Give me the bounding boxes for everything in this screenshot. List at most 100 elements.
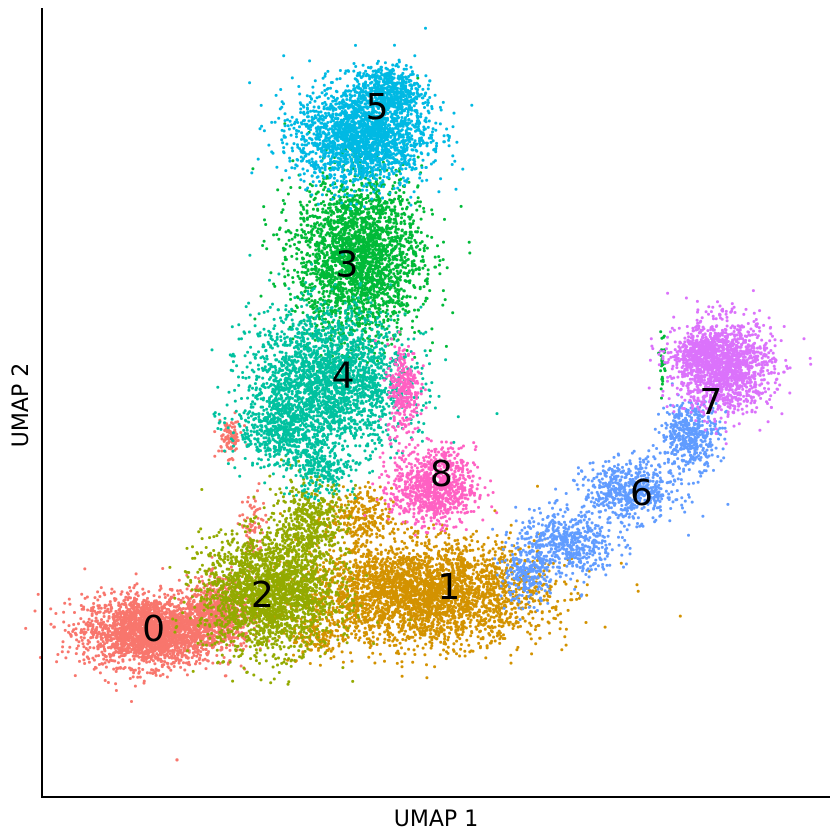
cell-point (115, 650, 119, 654)
cell-point (135, 602, 139, 606)
cell-point (585, 593, 589, 597)
cell-point (96, 640, 100, 644)
cell-point (361, 590, 365, 594)
cell-point (68, 645, 72, 649)
cell-point (75, 647, 79, 650)
cell-point (105, 636, 109, 640)
cell-point (116, 618, 119, 622)
cell-point (471, 572, 475, 576)
cell-point (91, 635, 95, 639)
cell-point (79, 635, 83, 639)
cell-point (101, 628, 105, 632)
cell-point (158, 595, 161, 599)
cell-point (168, 632, 171, 636)
cell-point (178, 606, 181, 610)
cell-point (177, 615, 181, 619)
cell-point (83, 596, 87, 600)
cell-point (250, 506, 254, 510)
cell-point (162, 663, 166, 667)
cell-point (185, 673, 189, 677)
cell-point (395, 638, 399, 642)
cell-point (61, 640, 65, 644)
cell-point (244, 644, 248, 648)
cell-point (393, 566, 397, 569)
cell-point (244, 631, 248, 635)
cell-point (62, 610, 66, 614)
cell-point (530, 652, 534, 656)
cell-point (261, 518, 265, 522)
cell-point (193, 650, 197, 653)
cell-point (527, 612, 531, 616)
cell-point (153, 662, 157, 666)
cell-point (66, 650, 70, 654)
cell-point (179, 644, 183, 648)
cell-point (239, 664, 243, 668)
cell-point (493, 550, 497, 554)
cell-point (257, 482, 261, 486)
cell-point (103, 661, 107, 665)
cell-point (328, 548, 332, 552)
cell-point (119, 654, 123, 658)
cell-point (548, 609, 551, 613)
cell-point (177, 659, 181, 663)
cell-point (195, 610, 199, 614)
cell-point (254, 508, 258, 512)
cell-point (485, 558, 489, 562)
cell-point (481, 548, 485, 552)
cell-point (129, 604, 133, 607)
cell-point (129, 589, 133, 593)
cell-point (186, 662, 190, 666)
cell-point (145, 660, 149, 664)
cell-point (401, 638, 405, 641)
cell-point (178, 634, 182, 638)
cell-point (383, 562, 387, 566)
cell-point (468, 650, 472, 654)
cell-point (80, 628, 83, 632)
cell-point (130, 618, 134, 622)
cell-point (168, 649, 172, 653)
cell-point (383, 659, 386, 663)
cell-point (94, 666, 98, 670)
cell-point (220, 645, 224, 649)
cell-point (110, 591, 113, 595)
cell-point (185, 602, 189, 606)
cell-point (155, 602, 159, 606)
cell-point (192, 628, 196, 632)
cell-point (476, 635, 480, 639)
cell-point (194, 594, 198, 598)
cell-point (434, 632, 438, 636)
cell-point (201, 611, 204, 615)
cell-point (90, 619, 94, 623)
cell-point (176, 649, 180, 653)
cell-point (211, 637, 215, 640)
cell-point (91, 627, 94, 631)
cell-point (158, 674, 162, 678)
cell-point (165, 661, 169, 665)
cell-point (204, 648, 208, 652)
cell-point (221, 433, 225, 437)
cell-point (521, 616, 525, 619)
cell-point (378, 632, 382, 636)
cell-point (96, 647, 100, 651)
cell-point (112, 652, 116, 656)
cell-point (88, 646, 92, 649)
cell-point (383, 630, 387, 634)
cell-point (245, 516, 249, 520)
cell-point (192, 600, 196, 604)
cell-point (121, 659, 125, 663)
cell-point (161, 672, 165, 676)
cell-point (461, 549, 465, 553)
cell-point (523, 619, 527, 623)
cell-point (166, 629, 170, 633)
cell-point (378, 534, 382, 537)
cell-point (370, 560, 374, 564)
cell-point (134, 572, 138, 576)
cell-point (127, 646, 131, 650)
cell-point (403, 541, 406, 545)
cell-point (423, 653, 427, 657)
cell-point (147, 590, 151, 594)
cell-point (487, 625, 491, 629)
cell-point (114, 670, 118, 673)
cell-point (412, 648, 416, 652)
cell-point (170, 620, 174, 624)
